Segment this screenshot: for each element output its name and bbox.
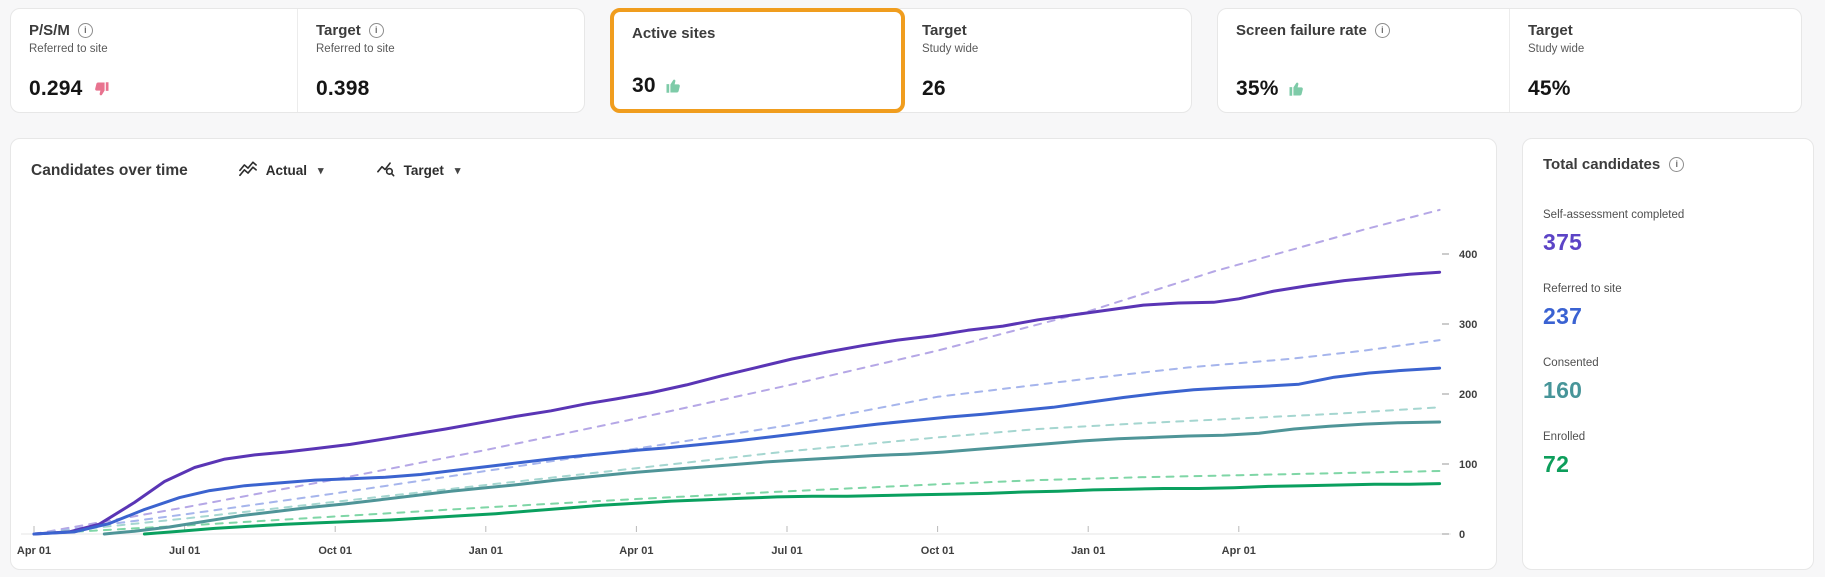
x-tick-label: Jan 01	[469, 545, 503, 557]
kpi-subtitle	[1236, 43, 1495, 56]
kpi-value: 26	[922, 77, 946, 100]
y-tick-label: 0	[1459, 529, 1465, 541]
kpi-subtitle: Study wide	[922, 43, 979, 55]
kpi-card-active-sites: Active sites 30 Target Study wide 26	[610, 8, 1192, 113]
kpi-title: Active sites	[632, 25, 716, 42]
total-enrolled: Enrolled 72	[1543, 431, 1793, 478]
kpi-value: 0.294	[29, 77, 83, 100]
total-self-assessment: Self-assessment completed 375	[1543, 209, 1793, 256]
chevron-down-icon: ▾	[454, 165, 461, 177]
kpi-value: 35%	[1236, 77, 1279, 100]
chart-title: Candidates over time	[31, 161, 188, 179]
info-icon[interactable]: i	[77, 23, 93, 38]
total-label: Consented	[1543, 357, 1599, 369]
dropdown-label: Target	[403, 163, 444, 178]
kpi-psm[interactable]: P/S/M i Referred to site 0.294	[11, 9, 297, 112]
total-label: Referred to site	[1543, 283, 1622, 295]
y-tick-label: 300	[1459, 319, 1477, 331]
total-value: 375	[1543, 229, 1583, 255]
x-tick-label: Jul 01	[169, 545, 200, 557]
info-icon[interactable]: i	[1669, 157, 1685, 172]
actual-line-consented	[102, 420, 1442, 536]
y-tick-label: 200	[1459, 389, 1477, 401]
x-tick-label: Apr 01	[17, 545, 51, 557]
actual-line-enrolled	[142, 482, 1442, 536]
kpi-title: Target	[922, 22, 967, 39]
kpi-target-study-wide[interactable]: Target Study wide 45%	[1510, 9, 1801, 112]
total-value: 72	[1543, 451, 1570, 477]
kpi-title: Target	[316, 22, 361, 39]
totals-title: Total candidates	[1543, 156, 1661, 173]
target-line-enrolled	[33, 470, 1441, 535]
x-tick-label: Oct 01	[921, 545, 955, 557]
thumbs-up-icon	[665, 77, 683, 95]
target-line-self-assessment	[33, 208, 1441, 535]
x-tick-label: Apr 01	[1222, 545, 1256, 557]
total-referred: Referred to site 237	[1543, 283, 1793, 330]
kpi-value: 30	[632, 74, 656, 97]
kpi-card-psm: P/S/M i Referred to site 0.294 Target i …	[10, 8, 585, 113]
y-tick-label: 400	[1459, 249, 1477, 261]
actual-line-referred	[32, 366, 1442, 536]
candidates-over-time-panel: Candidates over time Actual ▾ Target ▾	[10, 138, 1497, 570]
x-tick-label: Oct 01	[318, 545, 352, 557]
kpi-row: P/S/M i Referred to site 0.294 Target i …	[10, 8, 1802, 113]
target-series-dropdown[interactable]: Target ▾	[374, 156, 463, 185]
total-candidates-panel: Total candidates i Self-assessment compl…	[1522, 138, 1814, 570]
kpi-title: Target	[1528, 22, 1573, 39]
trend-lines-icon	[238, 160, 258, 181]
total-value: 160	[1543, 377, 1583, 403]
x-tick-label: Jul 01	[771, 545, 802, 557]
x-tick-label: Apr 01	[619, 545, 653, 557]
divider	[1509, 9, 1510, 112]
chevron-down-icon: ▾	[318, 165, 324, 177]
y-tick-label: 100	[1459, 459, 1477, 471]
kpi-subtitle	[632, 46, 887, 59]
kpi-value: 45%	[1528, 77, 1571, 100]
kpi-card-screen-failure: Screen failure rate i 35% Target Study w…	[1217, 8, 1802, 113]
info-icon[interactable]: i	[1374, 23, 1390, 38]
kpi-subtitle: Referred to site	[29, 43, 108, 55]
kpi-active-sites-selected[interactable]: Active sites 30	[610, 8, 905, 113]
kpi-subtitle: Study wide	[1528, 43, 1585, 55]
trend-search-icon	[376, 160, 396, 181]
dropdown-label: Actual	[265, 163, 308, 178]
divider	[297, 9, 298, 112]
thumbs-down-icon	[92, 80, 110, 98]
total-consented: Consented 160	[1543, 357, 1793, 404]
total-label: Enrolled	[1543, 431, 1586, 443]
actual-line-self-assessment	[32, 270, 1442, 536]
thumbs-up-icon	[1288, 80, 1306, 98]
target-line-referred	[33, 339, 1441, 535]
kpi-value: 0.398	[316, 77, 370, 100]
kpi-target-sites[interactable]: Target Study wide 26	[904, 9, 1191, 112]
x-tick-label: Jan 01	[1071, 545, 1105, 557]
total-value: 237	[1543, 303, 1583, 329]
target-line-consented	[33, 406, 1441, 535]
kpi-title: Screen failure rate	[1236, 22, 1367, 39]
kpi-screen-failure-rate[interactable]: Screen failure rate i 35%	[1218, 9, 1509, 112]
kpi-target-referred[interactable]: Target i Referred to site 0.398	[298, 9, 584, 112]
candidates-chart: Apr 01 Jul 01 Oct 01 Jan 01 Apr 01 Jul 01 Oct …	[17, 208, 1477, 557]
chart-header: Candidates over time Actual ▾ Target ▾	[11, 139, 1496, 185]
info-icon[interactable]: i	[368, 23, 384, 38]
kpi-title: P/S/M	[29, 22, 70, 39]
kpi-subtitle: Referred to site	[316, 43, 395, 55]
actual-series-dropdown[interactable]: Actual ▾	[236, 156, 326, 185]
total-label: Self-assessment completed	[1543, 209, 1685, 221]
